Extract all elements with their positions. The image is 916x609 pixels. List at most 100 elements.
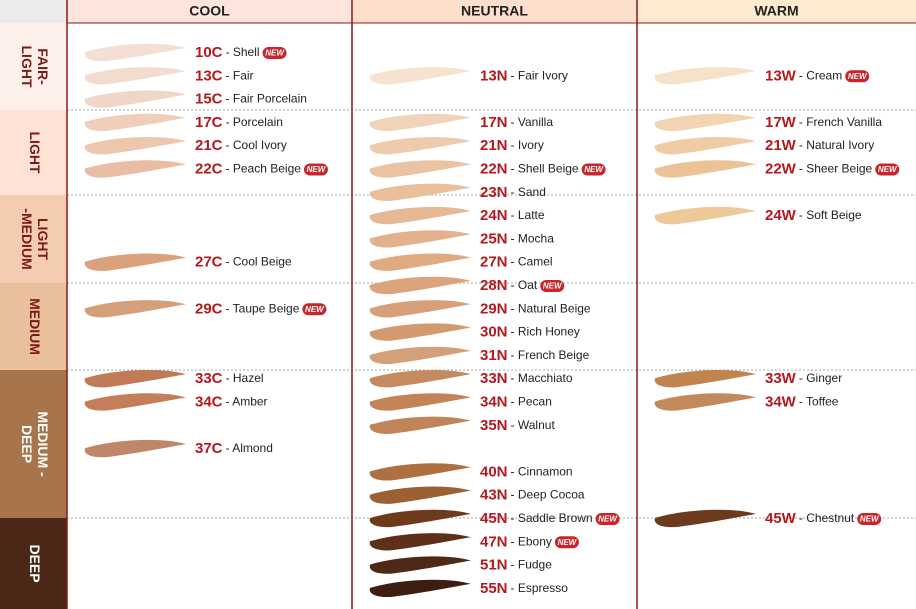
swatch <box>369 346 471 365</box>
shade-code: 24N <box>480 207 508 224</box>
swatch <box>84 136 186 155</box>
column-header: COOL <box>189 3 230 19</box>
shade-label: 27C - Cool Beige <box>195 254 292 271</box>
separator: - <box>511 162 518 176</box>
shade-label: 17C - Porcelain <box>195 114 283 131</box>
shade-code: 25N <box>480 230 508 247</box>
shade-code: 24W <box>765 207 797 224</box>
separator: - <box>511 325 518 339</box>
shade-name: Shell Beige <box>518 162 579 176</box>
shade-code: 15C <box>195 91 223 108</box>
header-cell <box>67 0 352 23</box>
shade-code: 47N <box>480 533 508 550</box>
column-header: NEUTRAL <box>461 3 528 19</box>
shade-label: 17N - Vanilla <box>480 114 553 131</box>
swatch <box>369 416 471 434</box>
shade-code: 13W <box>765 67 797 84</box>
shade-name: Natural Ivory <box>806 138 874 152</box>
shade-code: 45N <box>480 510 508 527</box>
shade-code: 21W <box>765 137 797 154</box>
shade-label: 21W - Natural Ivory <box>765 137 874 154</box>
shade-name: Ivory <box>518 138 544 152</box>
shade-label: 55N - Espresso <box>480 580 568 597</box>
shade-code: 35N <box>480 417 508 434</box>
swatch <box>654 206 756 225</box>
shade-code: 40N <box>480 463 508 480</box>
shade-label: 45W - Chestnut <box>765 510 855 527</box>
shade-label: 17W - French Vanilla <box>765 114 882 131</box>
shade-name: Mocha <box>518 232 554 246</box>
swatch <box>369 183 471 201</box>
separator: - <box>799 371 806 385</box>
shade-name: Shell <box>233 45 260 59</box>
shade-label: 33N - Macchiato <box>480 370 573 387</box>
swatch <box>84 393 186 411</box>
separator: - <box>511 68 518 82</box>
shade-label: 34W - Toffee <box>765 393 839 410</box>
shade-name: Cream <box>806 68 842 82</box>
shade-code: 27C <box>195 254 223 271</box>
swatch <box>84 300 186 318</box>
separator: - <box>799 162 806 176</box>
separator: - <box>511 348 518 362</box>
separator: - <box>511 371 518 385</box>
swatch <box>84 67 186 85</box>
shade-name: Sand <box>518 185 546 199</box>
shade-code: 13C <box>195 67 223 84</box>
separator: - <box>511 278 518 292</box>
shade-label: 35N - Walnut <box>480 417 555 434</box>
swatch <box>369 533 471 551</box>
shade-name: Amber <box>232 395 267 409</box>
shade-label: 22C - Peach Beige <box>195 160 301 177</box>
shade-code: 43N <box>480 487 508 504</box>
row-label: LIGHT <box>19 46 35 88</box>
shade-code: 17W <box>765 114 797 131</box>
swatch <box>369 206 471 225</box>
shade-label: 37C - Almond <box>195 440 273 457</box>
shade-label: 13C - Fair <box>195 67 254 84</box>
shade-code: 51N <box>480 557 508 574</box>
row-label-cell <box>0 195 67 283</box>
shade-name: Camel <box>518 255 553 269</box>
separator: - <box>226 162 233 176</box>
swatch <box>84 113 186 132</box>
row-label-cell <box>0 110 67 195</box>
shade-name: Cool Ivory <box>233 138 287 152</box>
separator: - <box>226 68 233 82</box>
swatch <box>654 136 756 155</box>
row-label-cell <box>0 518 67 609</box>
swatch <box>369 556 471 574</box>
shade-label: 24W - Soft Beige <box>765 207 862 224</box>
shade-label: 22N - Shell Beige <box>480 160 579 177</box>
shade-name: Toffee <box>806 395 839 409</box>
shade-label: 15C - Fair Porcelain <box>195 91 307 108</box>
separator: - <box>226 255 233 269</box>
row-label: LIGHT <box>27 132 43 174</box>
shade-label: 47N - Ebony <box>480 533 552 550</box>
new-badge <box>262 47 287 59</box>
shade-code: 29C <box>195 300 223 317</box>
swatch <box>654 393 756 411</box>
shade-name: Hazel <box>233 371 264 385</box>
swatch <box>654 67 756 85</box>
shade-name: Sheer Beige <box>806 162 872 176</box>
shade-code: 17C <box>195 114 223 131</box>
swatch <box>369 160 471 178</box>
shade-label: 25N - Mocha <box>480 230 554 247</box>
shade-name: Ginger <box>806 371 842 385</box>
separator: - <box>799 115 806 129</box>
shade-name: Walnut <box>518 418 556 432</box>
new-badge-text: NEW <box>878 165 898 174</box>
shade-label: 33C - Hazel <box>195 370 264 387</box>
new-badge <box>595 513 620 525</box>
separator: - <box>511 185 518 199</box>
shade-name: Taupe Beige <box>233 301 300 315</box>
shade-code: 34W <box>765 393 797 410</box>
separator: - <box>226 395 233 409</box>
swatch <box>84 90 186 108</box>
shade-code: 55N <box>480 580 508 597</box>
shade-name: Soft Beige <box>806 208 862 222</box>
swatch <box>84 369 186 388</box>
shade-label: 28N - Oat <box>480 277 538 294</box>
shade-code: 33C <box>195 370 223 387</box>
